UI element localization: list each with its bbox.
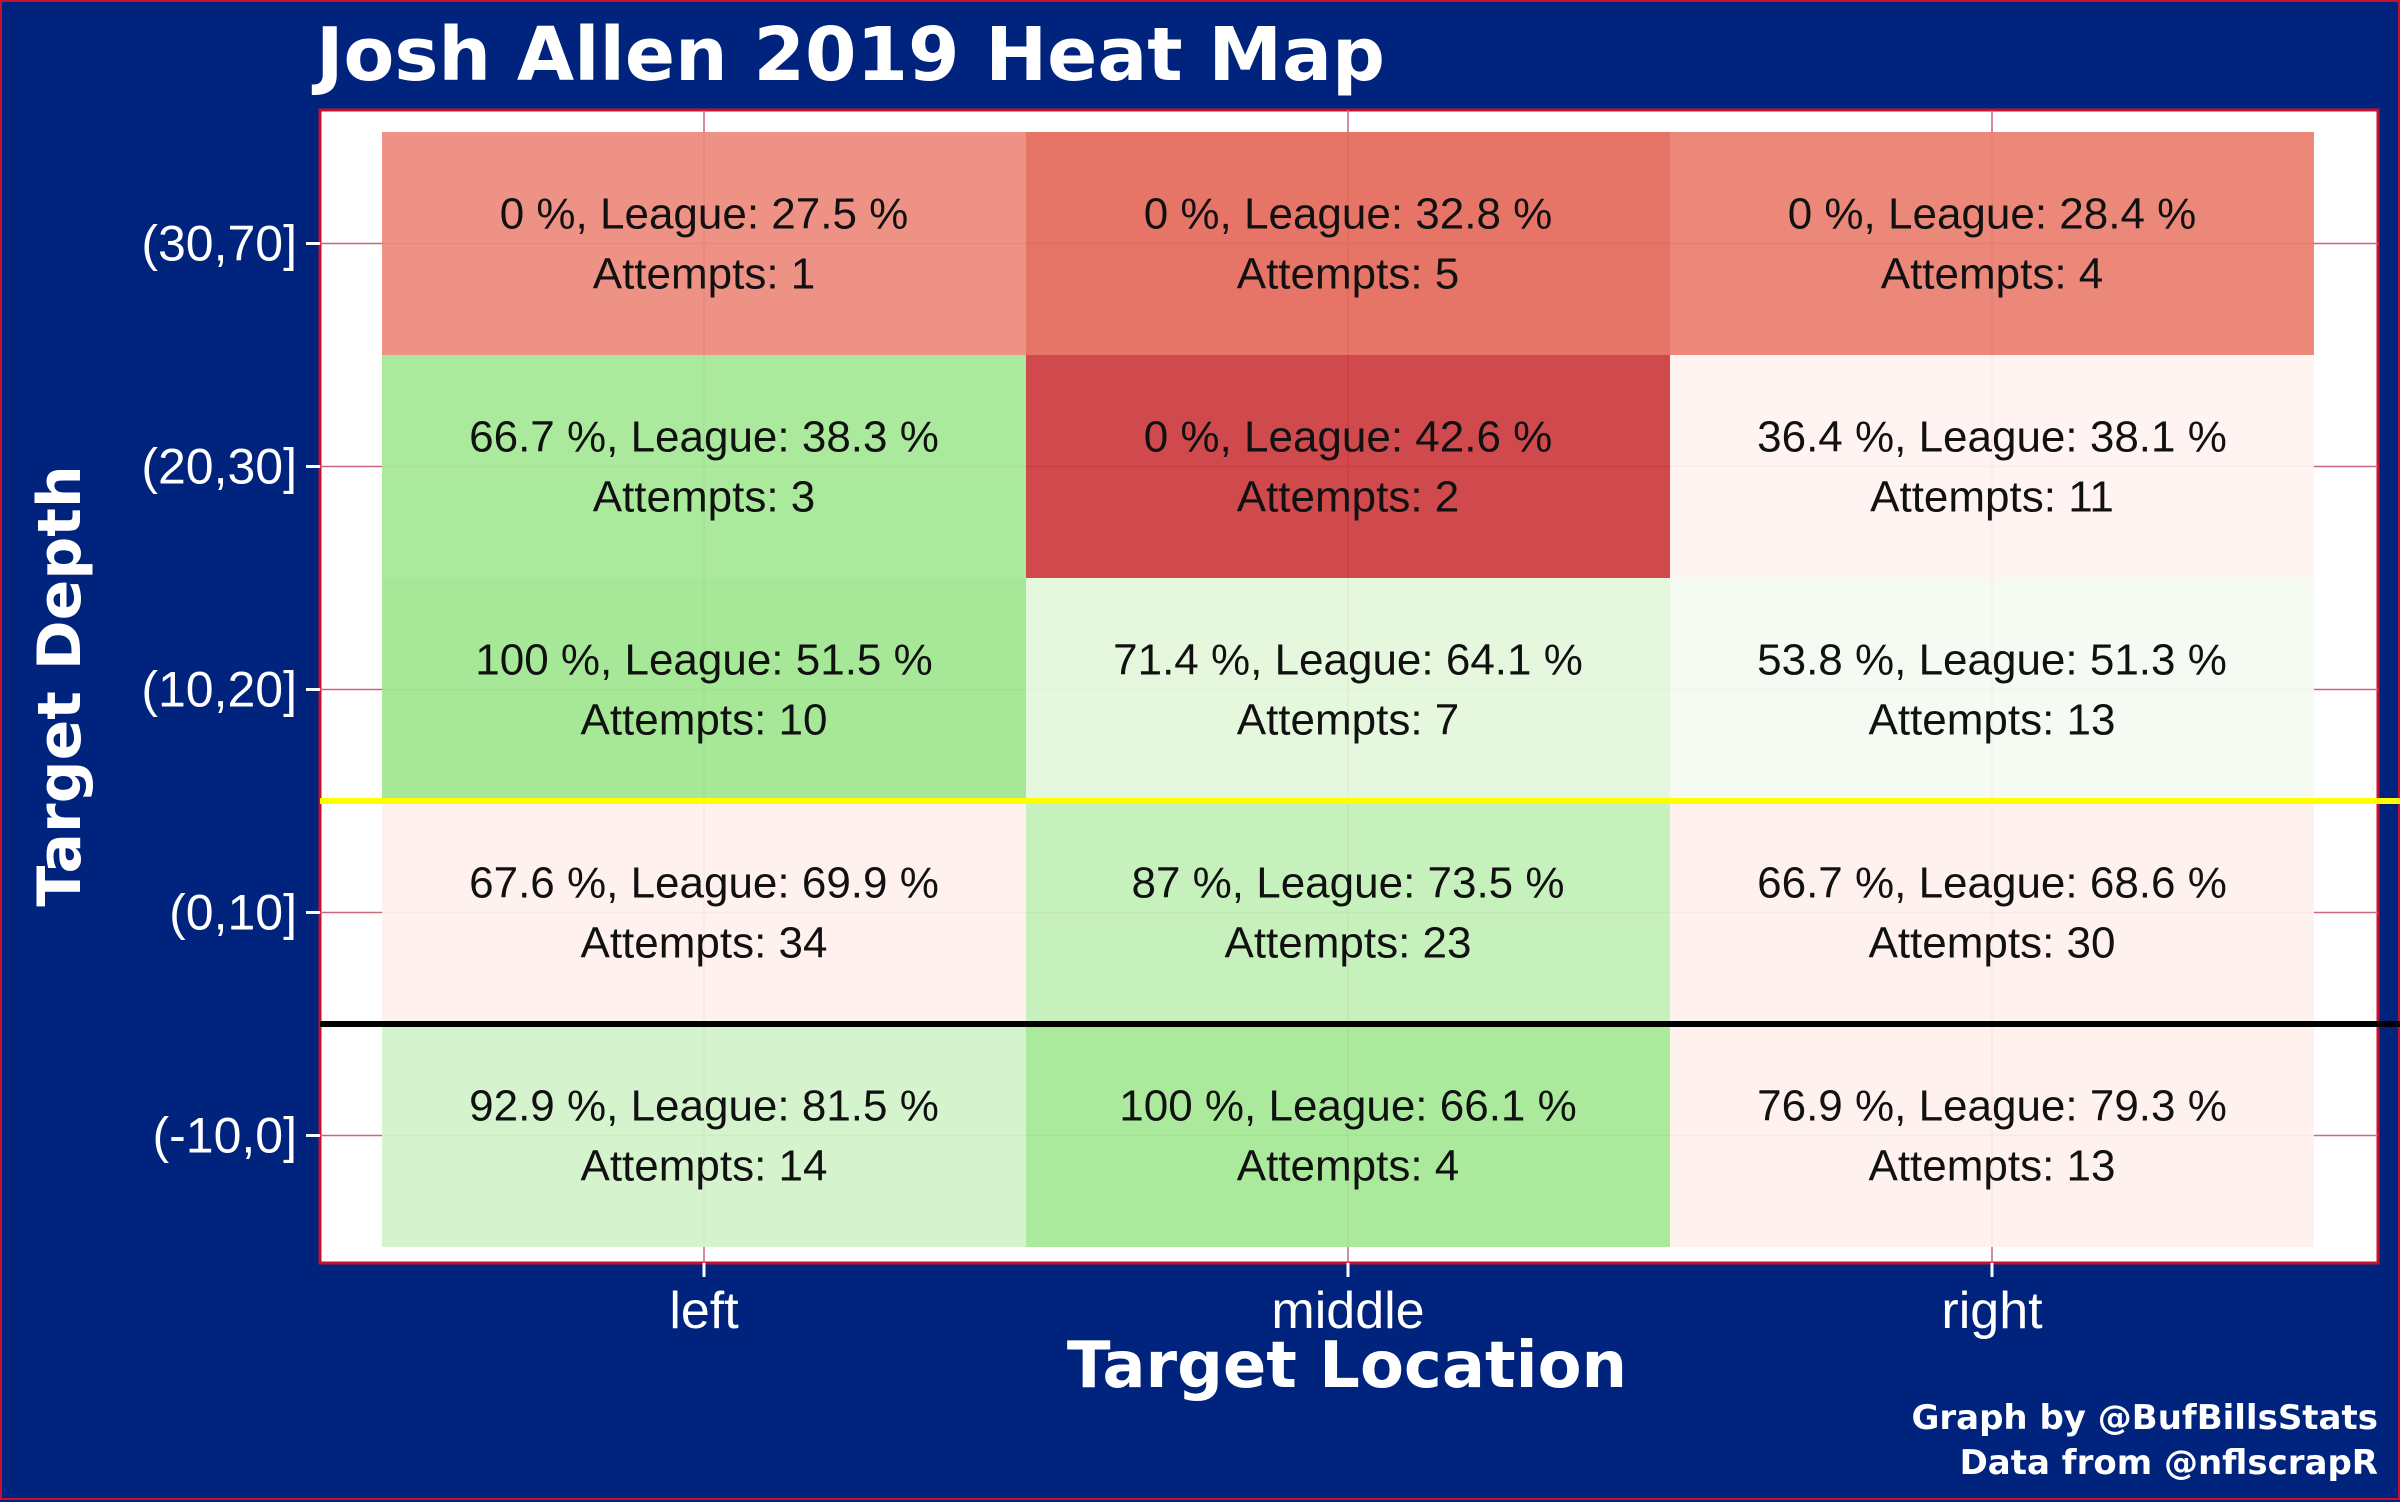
chart-title: Josh Allen 2019 Heat Map [311,12,1385,98]
heatmap-cell: 76.9 %, League: 79.3 % Attempts: 13 [1670,1024,2314,1247]
heatmap-cell-fill [382,355,1026,578]
cell-completion-label: 71.4 %, League: 64.1 % [1113,636,1583,685]
cell-completion-label: 53.8 %, League: 51.3 % [1757,636,2227,685]
heatmap-cell: 71.4 %, League: 64.1 % Attempts: 7 [1026,578,1670,801]
heatmap-cell: 100 %, League: 66.1 % Attempts: 4 [1026,1024,1670,1247]
cell-attempts-label: Attempts: 14 [580,1142,827,1191]
cell-completion-label: 0 %, League: 32.8 % [1144,190,1553,239]
y-axis-title: Target Depth [25,465,95,906]
cell-completion-label: 0 %, League: 28.4 % [1788,190,2197,239]
heatmap-cell: 0 %, League: 32.8 % Attempts: 5 [1026,132,1670,355]
heatmap-cell: 66.7 %, League: 38.3 % Attempts: 3 [382,355,1026,578]
credit-data-from: Data from @nflscrapR [1960,1443,2378,1483]
cell-completion-label: 0 %, League: 42.6 % [1144,413,1553,462]
cell-attempts-label: Attempts: 11 [1870,473,2114,522]
cell-attempts-label: Attempts: 4 [1881,250,2104,299]
cell-attempts-label: Attempts: 30 [1868,919,2115,968]
heatmap-cell-fill [1670,1024,2314,1247]
x-tick-label: left [669,1282,739,1340]
heatmap-cell: 92.9 %, League: 81.5 % Attempts: 14 [382,1024,1026,1247]
x-axis-title: Target Location [1067,1329,1627,1403]
heatmap-cell-fill [1026,578,1670,801]
reference-lines [320,798,2400,1027]
heatmap-cell: 0 %, League: 27.5 % Attempts: 1 [382,132,1026,355]
y-tick-label: (-10,0] [152,1108,297,1164]
heatmap-cells: 0 %, League: 27.5 %Attempts: 10 %, Leagu… [382,132,2314,1247]
cell-attempts-label: Attempts: 13 [1868,696,2115,745]
cell-attempts-label: Attempts: 34 [580,919,827,968]
heatmap-cell-fill [382,1024,1026,1247]
heatmap-cell-fill [1670,355,2314,578]
cell-attempts-label: Attempts: 1 [593,250,816,299]
heatmap-cell: 67.6 %, League: 69.9 % Attempts: 34 [382,801,1026,1024]
cell-completion-label: 100 %, League: 51.5 % [475,636,932,685]
x-axis: left middle right [669,1263,2043,1340]
cell-attempts-label: Attempts: 4 [1237,1142,1460,1191]
cell-attempts-label: Attempts: 13 [1868,1142,2115,1191]
cell-attempts-label: Attempts: 23 [1224,919,1471,968]
heatmap-cell: 36.4 %, League: 38.1 % Attempts: 11 [1670,355,2314,578]
heatmap-cell-fill [1026,801,1670,1024]
heatmap-cell-fill [382,578,1026,801]
y-tick-label: (30,70] [141,216,297,272]
credit-graph-by: Graph by @BufBillsStats [1911,1398,2378,1438]
cell-completion-label: 92.9 %, League: 81.5 % [469,1082,939,1131]
heatmap-cell-fill [382,132,1026,355]
y-tick-label: (20,30] [141,439,297,495]
heatmap-cell: 66.7 %, League: 68.6 % Attempts: 30 [1670,801,2314,1024]
heatmap-cell: 0 %, League: 42.6 % Attempts: 2 [1026,355,1670,578]
cell-attempts-label: Attempts: 7 [1237,696,1460,745]
cell-completion-label: 87 %, League: 73.5 % [1132,859,1565,908]
cell-completion-label: 66.7 %, League: 38.3 % [469,413,939,462]
heatmap-cell-fill [1670,132,2314,355]
heatmap-cell: 53.8 %, League: 51.3 % Attempts: 13 [1670,578,2314,801]
cell-attempts-label: Attempts: 5 [1237,250,1460,299]
y-tick-label: (0,10] [169,885,297,941]
heatmap-cell: 100 %, League: 51.5 % Attempts: 10 [382,578,1026,801]
heatmap-cell-fill [382,801,1026,1024]
cell-attempts-label: Attempts: 10 [580,696,827,745]
x-tick-label: right [1941,1282,2043,1340]
y-axis: (30,70] (20,30] (10,20] (0,10] (-10,0] [141,216,320,1164]
heatmap-cell-fill [1670,801,2314,1024]
heatmap-cell-fill [1026,132,1670,355]
cell-completion-label: 66.7 %, League: 68.6 % [1757,859,2227,908]
cell-completion-label: 67.6 %, League: 69.9 % [469,859,939,908]
cell-attempts-label: Attempts: 2 [1237,473,1460,522]
cell-attempts-label: Attempts: 3 [593,473,816,522]
heatmap-cell: 0 %, League: 28.4 % Attempts: 4 [1670,132,2314,355]
cell-completion-label: 100 %, League: 66.1 % [1119,1082,1576,1131]
y-tick-label: (10,20] [141,662,297,718]
cell-completion-label: 76.9 %, League: 79.3 % [1757,1082,2227,1131]
heatmap-cell-fill [1026,355,1670,578]
heatmap-cell-fill [1670,578,2314,801]
heatmap-cell-fill [1026,1024,1670,1247]
heatmap-cell: 87 %, League: 73.5 % Attempts: 23 [1026,801,1670,1024]
cell-completion-label: 0 %, League: 27.5 % [500,190,909,239]
cell-completion-label: 36.4 %, League: 38.1 % [1757,413,2227,462]
x-tick-label: middle [1271,1282,1424,1340]
